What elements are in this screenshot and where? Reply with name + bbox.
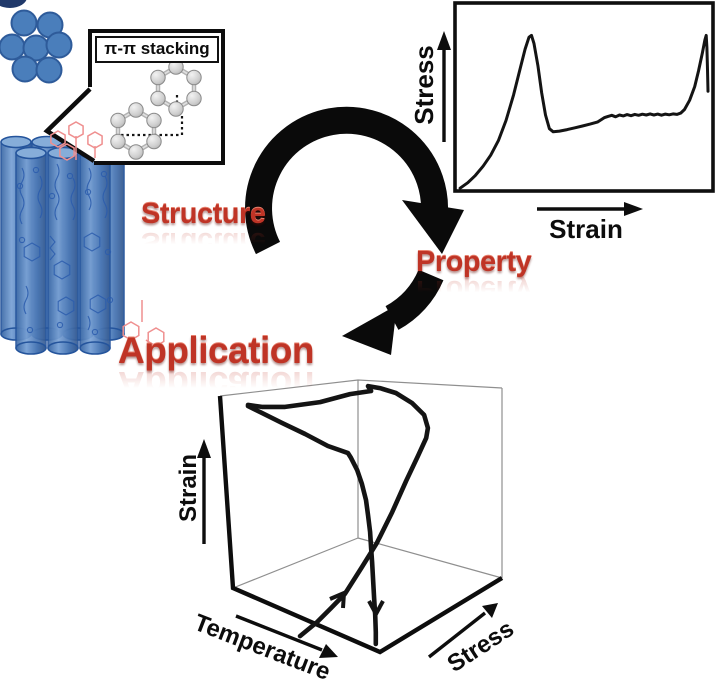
pi-pi-stacking-callout bbox=[43, 29, 225, 165]
column-bundle-illustration bbox=[0, 135, 165, 355]
trajectory-arrow-down bbox=[367, 600, 385, 619]
benzene-ring-pair bbox=[110, 59, 202, 160]
strain-3d-axis-arrow bbox=[197, 439, 211, 544]
cycle-arc-bottom bbox=[385, 269, 444, 330]
plot-frame bbox=[453, 1, 715, 193]
cycle-arrowhead-right bbox=[402, 200, 464, 254]
disc-cluster-illustration bbox=[0, 9, 73, 84]
plot-box-thick-edges bbox=[217, 395, 504, 655]
stress-strain-plot bbox=[437, 1, 715, 216]
mesogen-chain-decoration bbox=[16, 163, 114, 336]
stress-strain-curve bbox=[458, 33, 710, 190]
plot-box-thin-edges bbox=[219, 379, 503, 589]
cycle-arc-top bbox=[245, 106, 449, 255]
loading-trajectory-curve bbox=[245, 383, 431, 639]
red-endgroup-top-decoration bbox=[50, 121, 103, 161]
cycle-arrows bbox=[245, 106, 464, 355]
red-endgroup-bottom-decoration bbox=[122, 300, 165, 347]
strain-axis-arrow bbox=[537, 202, 643, 216]
cropped-disc-decoration bbox=[0, 0, 27, 8]
recovery-trajectory-curve bbox=[245, 403, 379, 647]
trajectory-arrow-up bbox=[329, 589, 347, 609]
shape-memory-3d-plot bbox=[197, 379, 504, 659]
temperature-axis-arrow bbox=[235, 614, 338, 658]
cycle-arrowhead-bottom-left bbox=[342, 305, 397, 355]
stress-axis-arrow bbox=[437, 31, 451, 142]
stress-3d-axis-arrow bbox=[427, 603, 498, 659]
